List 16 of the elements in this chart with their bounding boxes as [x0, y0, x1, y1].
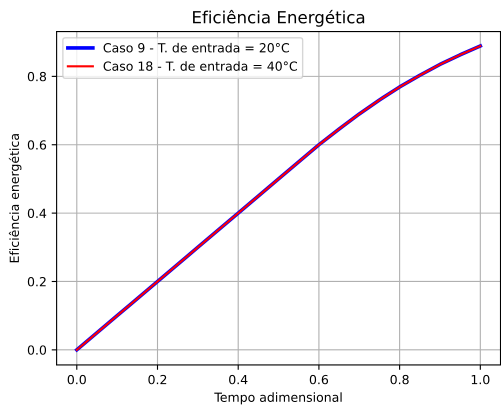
y-tick-label: 0.6: [28, 140, 46, 150]
y-tick-label: 0.8: [28, 72, 46, 82]
y-tick-label: 0.2: [28, 276, 46, 286]
legend-label: Caso 9 - T. de entrada = 20°C: [104, 42, 290, 53]
y-tick-label: 0.4: [28, 208, 46, 218]
x-axis-title: Tempo adimensional: [214, 392, 342, 404]
x-tick-label: 0.6: [310, 374, 328, 384]
x-tick-label: 0.2: [148, 374, 166, 384]
x-tick-label: 0.0: [68, 374, 86, 384]
x-tick-label: 1.0: [472, 374, 490, 384]
x-tick-label: 0.8: [390, 374, 409, 384]
legend-label: Caso 18 - T. de entrada = 40°C: [104, 61, 297, 71]
y-tick-label: 0.0: [28, 345, 46, 355]
chart-title: Eficiência Energética: [193, 10, 364, 27]
x-tick-label: 0.4: [229, 374, 248, 384]
y-axis-title: Eficiência energética: [8, 134, 22, 262]
